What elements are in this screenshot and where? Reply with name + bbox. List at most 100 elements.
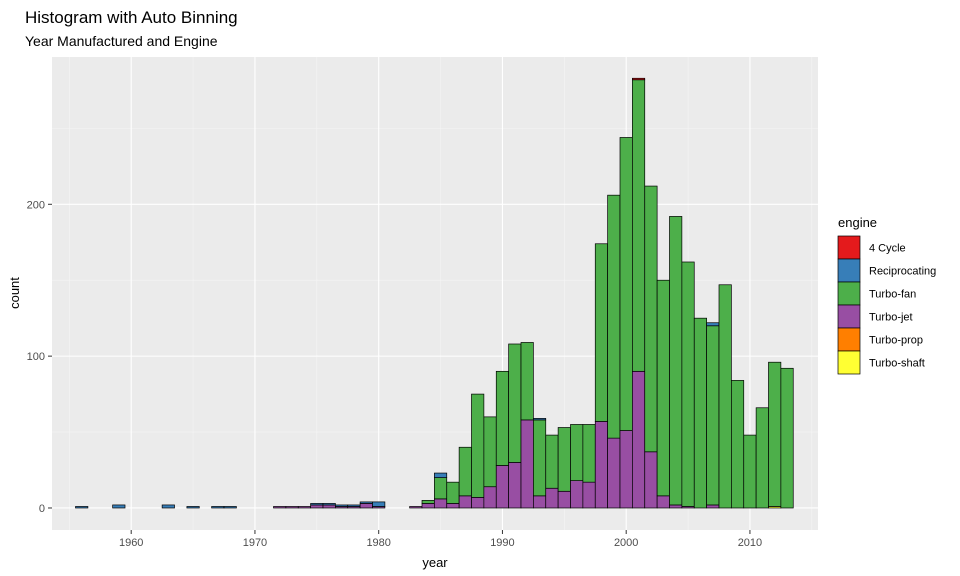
bar-turbo-fan [607, 194, 621, 439]
legend-key [837, 304, 861, 329]
bar-turbo-jet [557, 490, 571, 509]
legend-key [837, 258, 861, 283]
bar-turbo-fan [582, 424, 596, 483]
bar-turbo-jet [533, 495, 547, 509]
legend: engine 4 Cycle Reciprocating Turbo-fan Turb… [837, 215, 936, 375]
y-axis: 0 100 200 [27, 199, 52, 515]
bar-turbo-jet [471, 497, 485, 509]
bar-turbo-fan [706, 325, 720, 506]
x-tick-label: 1980 [366, 537, 390, 549]
bar-turbo-fan [669, 216, 683, 506]
bar-4-cycle [632, 77, 646, 81]
bar-turbo-jet [570, 480, 584, 509]
legend-label: 4 Cycle [869, 243, 906, 255]
chart-title: Histogram with Auto Binning [25, 8, 238, 27]
bar-reciprocating [533, 418, 547, 421]
bar-turbo-fan [421, 500, 435, 504]
bar-turbo-jet [458, 495, 472, 509]
bar-turbo-fan [644, 185, 658, 453]
bar-reciprocating [161, 504, 175, 509]
legend-key [837, 235, 861, 260]
chart-subtitle: Year Manufactured and Engine [25, 33, 218, 49]
bar-turbo-jet [297, 506, 311, 509]
bar-turbo-fan [545, 434, 559, 489]
bar-turbo-fan [731, 380, 745, 509]
bar-reciprocating [706, 322, 720, 327]
bar-turbo-jet [409, 506, 423, 509]
bar-reciprocating [434, 472, 448, 478]
y-axis-title: count [7, 277, 22, 309]
bar-turbo-jet [594, 421, 608, 509]
bar-turbo-jet [520, 419, 534, 509]
bar-reciprocating [112, 504, 126, 509]
legend-key [837, 327, 861, 352]
legend-label: Turbo-jet [869, 312, 913, 324]
x-tick-label: 1990 [490, 537, 514, 549]
legend-key [837, 350, 861, 375]
bar-turbo-jet [359, 503, 373, 509]
bar-turbo-fan [434, 477, 448, 500]
bar-reciprocating [322, 503, 336, 506]
bar-turbo-fan [458, 446, 472, 497]
bar-reciprocating [335, 504, 349, 507]
bar-turbo-fan [446, 481, 460, 504]
bar-turbo-jet [446, 503, 460, 509]
bar-reciprocating [310, 503, 324, 506]
bar-turbo-fan [570, 424, 584, 482]
bar-turbo-jet [607, 437, 621, 509]
bar-turbo-jet [495, 465, 509, 509]
bar-turbo-fan [520, 342, 534, 421]
bar-turbo-fan [471, 393, 485, 498]
bar-turbo-fan [533, 419, 547, 497]
legend-label: Turbo-fan [869, 289, 916, 301]
legend-title: engine [838, 215, 877, 230]
bar-turbo-fan [594, 243, 608, 422]
bar-turbo-jet [706, 504, 720, 509]
bar-turbo-jet [656, 495, 670, 509]
bar-turbo-jet [310, 504, 324, 509]
bar-reciprocating [359, 501, 373, 504]
bar-turbo-jet [644, 451, 658, 509]
bar-turbo-jet [619, 430, 633, 509]
x-axis-title: year [422, 555, 448, 570]
bar-reciprocating [347, 504, 361, 507]
bar-turbo-fan [743, 434, 757, 509]
legend-label: Turbo-prop [869, 335, 923, 347]
y-tick-label: 100 [27, 351, 45, 363]
x-axis: 1960 1970 1980 1990 2000 2010 [119, 530, 762, 549]
bar-turbo-jet [582, 481, 596, 509]
bar-turbo-fan [768, 361, 782, 507]
bar-turbo-jet [434, 498, 448, 509]
bar-turbo-jet [632, 370, 646, 509]
bar-turbo-fan [557, 427, 571, 492]
bars [75, 77, 794, 509]
bar-turbo-fan [632, 79, 646, 372]
bar-turbo-jet [545, 487, 559, 509]
legend-label: Turbo-shaft [869, 358, 925, 370]
x-tick-label: 2000 [614, 537, 638, 549]
bar-reciprocating [211, 506, 225, 509]
bar-turbo-fan [755, 407, 769, 509]
bar-turbo-fan [718, 284, 732, 509]
bar-reciprocating [75, 506, 89, 509]
bar-turbo-fan [780, 367, 794, 509]
y-tick-label: 200 [27, 199, 45, 211]
x-tick-label: 1970 [243, 537, 267, 549]
bar-turbo-fan [483, 416, 497, 488]
x-tick-label: 2010 [738, 537, 762, 549]
bar-turbo-jet [508, 462, 522, 509]
bar-turbo-fan [681, 261, 695, 507]
bar-reciprocating [372, 501, 386, 507]
bar-turbo-fan [495, 370, 509, 466]
bar-turbo-jet [322, 504, 336, 509]
bar-turbo-jet [483, 486, 497, 509]
bar-turbo-fan [619, 137, 633, 431]
x-tick-label: 1960 [119, 537, 143, 549]
bar-reciprocating [223, 506, 237, 509]
legend-key [837, 281, 861, 306]
legend-label: Reciprocating [869, 266, 936, 278]
y-tick-label: 0 [39, 503, 45, 515]
bar-turbo-fan [508, 343, 522, 463]
bar-reciprocating [186, 506, 200, 509]
